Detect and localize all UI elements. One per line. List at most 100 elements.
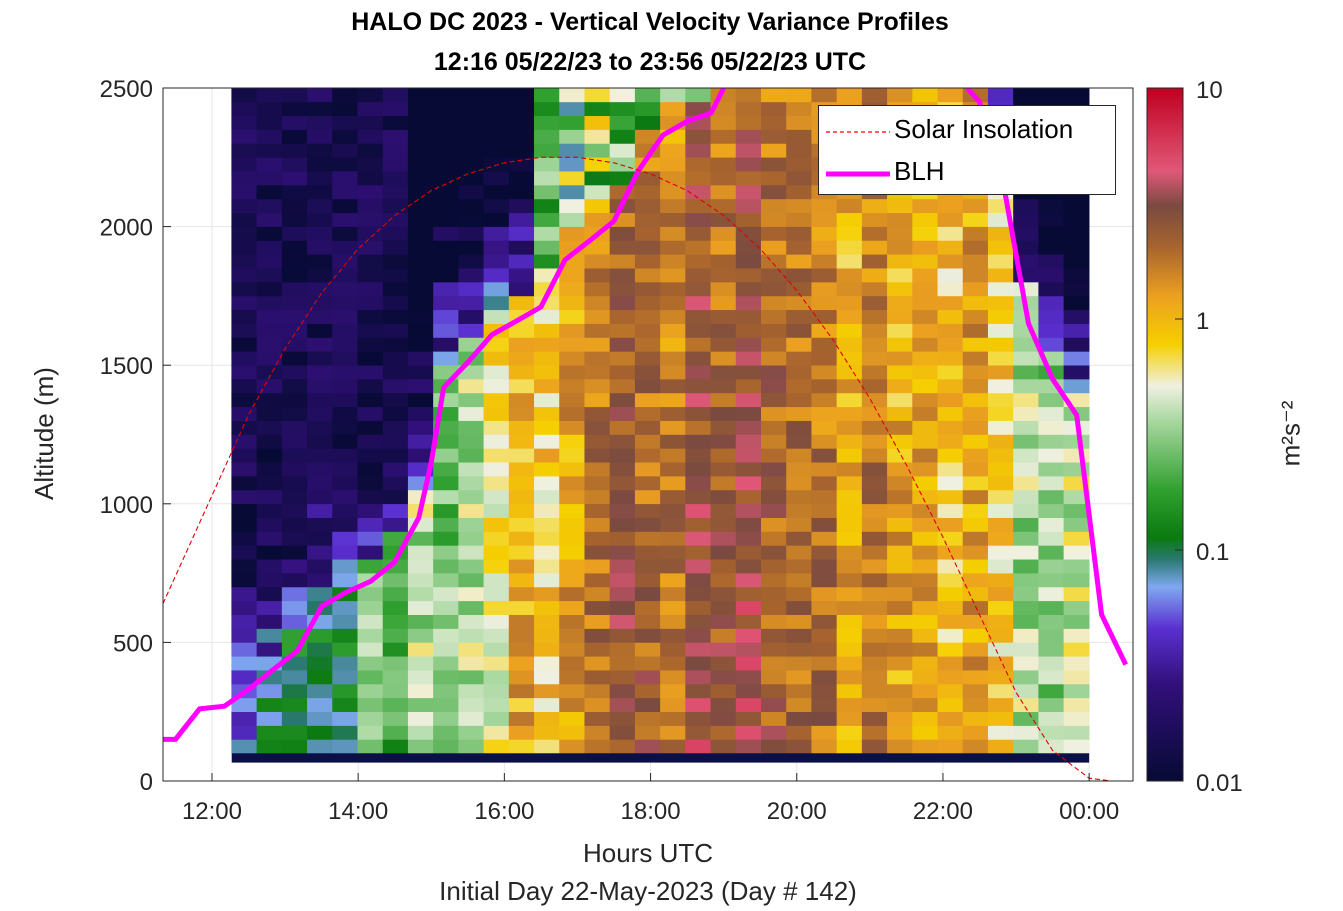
heatmap-cell bbox=[231, 240, 258, 255]
heatmap-cell bbox=[710, 545, 737, 560]
heatmap-cell bbox=[786, 545, 813, 560]
legend-label-solar: Solar Insolation bbox=[894, 114, 1074, 144]
heatmap-cell bbox=[1063, 545, 1090, 560]
heatmap-cell bbox=[987, 88, 1014, 103]
heatmap-cell bbox=[407, 392, 434, 408]
heatmap-cell bbox=[912, 517, 939, 532]
heatmap-cell bbox=[382, 475, 409, 491]
heatmap-cell bbox=[307, 725, 333, 740]
heatmap-cell bbox=[231, 170, 258, 186]
y-tick-label: 500 bbox=[113, 630, 153, 657]
heatmap-cell bbox=[786, 184, 813, 200]
heatmap-cell bbox=[836, 697, 863, 712]
heatmap-cell bbox=[534, 254, 560, 269]
heatmap-cell bbox=[433, 683, 459, 699]
heatmap-cell bbox=[634, 337, 661, 352]
heatmap-cell bbox=[231, 281, 258, 297]
heatmap-cell bbox=[987, 711, 1014, 726]
heatmap-cell bbox=[786, 88, 813, 103]
heatmap-cell bbox=[433, 475, 459, 491]
heatmap-cell bbox=[307, 655, 333, 671]
heatmap-cell bbox=[433, 489, 459, 505]
heatmap-cell bbox=[786, 655, 813, 671]
heatmap-cell bbox=[887, 420, 913, 435]
heatmap-cell bbox=[1013, 448, 1040, 463]
heatmap-cell bbox=[534, 212, 560, 227]
heatmap-cell bbox=[710, 586, 737, 602]
heatmap-cell bbox=[382, 323, 409, 338]
heatmap-cell bbox=[231, 184, 258, 200]
heatmap-cell bbox=[231, 697, 258, 712]
heatmap-cell bbox=[559, 614, 586, 629]
heatmap-cell bbox=[231, 143, 258, 158]
heatmap-cell bbox=[609, 600, 636, 615]
heatmap-cell bbox=[256, 545, 283, 560]
heatmap-cell bbox=[1013, 642, 1040, 657]
heatmap-cell bbox=[786, 378, 813, 394]
heatmap-cell bbox=[962, 281, 989, 297]
heatmap-cell bbox=[786, 295, 813, 311]
heatmap-cell bbox=[458, 683, 485, 699]
heatmap-cell bbox=[508, 420, 535, 435]
heatmap-cell bbox=[634, 628, 661, 643]
colorbar bbox=[1146, 87, 1184, 782]
heatmap-cell bbox=[357, 143, 384, 158]
heatmap-cell bbox=[609, 517, 636, 532]
heatmap-cell bbox=[634, 226, 661, 241]
heatmap-cell bbox=[1063, 697, 1090, 712]
heatmap-cell bbox=[887, 212, 913, 227]
heatmap-cell bbox=[281, 572, 308, 588]
heatmap-cell bbox=[357, 558, 384, 574]
heatmap-cell bbox=[761, 448, 787, 463]
heatmap-cell bbox=[433, 628, 459, 643]
heatmap-cell bbox=[761, 309, 787, 324]
heatmap-cell bbox=[231, 88, 258, 103]
x-tick-label: 16:00 bbox=[474, 798, 534, 825]
heatmap-cell bbox=[332, 212, 359, 227]
heatmap-cell bbox=[710, 115, 737, 130]
heatmap-cell bbox=[887, 406, 913, 421]
heatmap-cell bbox=[685, 572, 712, 588]
heatmap-cell bbox=[811, 642, 838, 657]
heatmap-cell bbox=[357, 267, 384, 283]
heatmap-cell bbox=[307, 254, 333, 269]
heatmap-cell bbox=[458, 406, 485, 421]
heatmap-cell bbox=[256, 420, 283, 435]
heatmap-cell bbox=[962, 378, 989, 394]
heatmap-cell bbox=[962, 364, 989, 380]
heatmap-cell bbox=[761, 295, 787, 311]
heatmap-cell bbox=[887, 434, 913, 449]
heatmap-cell bbox=[256, 295, 283, 311]
heatmap-cell bbox=[307, 392, 333, 408]
heatmap-cell bbox=[458, 392, 485, 408]
heatmap-cell bbox=[332, 655, 359, 671]
heatmap-cell bbox=[307, 115, 333, 130]
heatmap-cell bbox=[483, 295, 510, 311]
heatmap-cell bbox=[861, 572, 888, 588]
heatmap-cell bbox=[559, 226, 586, 241]
heatmap-cell bbox=[559, 711, 586, 726]
heatmap-cell bbox=[811, 683, 838, 699]
heatmap-cell bbox=[307, 198, 333, 214]
heatmap-cell bbox=[508, 503, 535, 518]
heatmap-cell bbox=[962, 406, 989, 421]
heatmap-cell bbox=[811, 531, 838, 546]
heatmap-cell bbox=[508, 267, 535, 283]
heatmap-cell bbox=[912, 434, 939, 449]
heatmap-cell bbox=[811, 697, 838, 712]
heatmap-cell bbox=[660, 669, 686, 685]
heatmap-cell bbox=[786, 697, 813, 712]
heatmap-cell bbox=[281, 461, 308, 477]
heatmap-cell bbox=[710, 683, 737, 699]
heatmap-cell bbox=[1038, 739, 1065, 754]
heatmap-cell bbox=[609, 448, 636, 463]
heatmap-cell bbox=[660, 378, 686, 394]
heatmap-cell bbox=[887, 614, 913, 629]
heatmap-cell bbox=[786, 157, 813, 172]
heatmap-cell bbox=[912, 572, 939, 588]
heatmap-cell bbox=[483, 115, 510, 130]
heatmap-cell bbox=[912, 669, 939, 685]
heatmap-cell bbox=[887, 586, 913, 602]
heatmap-cell bbox=[937, 628, 964, 643]
heatmap-cell bbox=[811, 586, 838, 602]
